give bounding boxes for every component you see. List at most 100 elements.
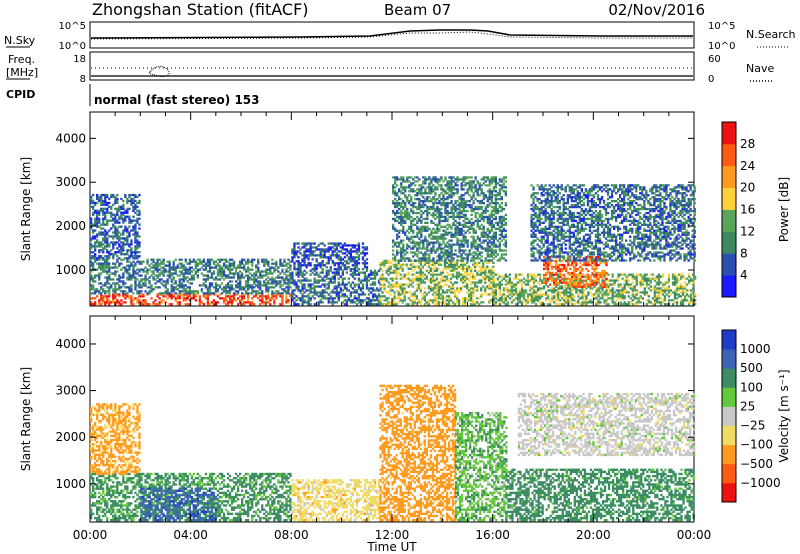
power-cell (124, 243, 127, 246)
power-cell (537, 289, 540, 292)
power-cell (441, 269, 445, 272)
power-cell (422, 176, 425, 179)
power-cell (421, 281, 424, 284)
power-cell (395, 267, 398, 270)
power-cell (486, 227, 489, 230)
power-cell (134, 276, 137, 279)
power-cell (434, 202, 437, 205)
power-cell (420, 247, 423, 250)
power-cell (164, 284, 167, 287)
power-cell (555, 293, 558, 296)
power-cell (410, 251, 413, 254)
power-cell (216, 262, 220, 265)
power-cell (472, 229, 475, 232)
power-cell (230, 284, 234, 287)
power-cell (134, 282, 137, 285)
power-cell (156, 280, 159, 283)
power-cell (454, 231, 457, 234)
power-cell (418, 247, 421, 250)
power-cell (228, 297, 232, 300)
power-cell (124, 215, 127, 218)
power-cell (323, 283, 326, 286)
power-cell (172, 282, 175, 285)
power-cell (451, 275, 455, 278)
power-cell (241, 266, 244, 269)
power-cell (406, 180, 409, 183)
power-cell (237, 264, 240, 267)
power-cell (361, 279, 365, 282)
power-cell (460, 184, 463, 187)
power-cell (408, 217, 411, 221)
power-cell (446, 227, 449, 230)
power-cell (410, 235, 413, 238)
power-cell (494, 245, 497, 248)
power-cell (482, 271, 485, 274)
power-cell (438, 237, 441, 240)
power-cell (400, 198, 403, 201)
power-cell (494, 207, 497, 211)
power-cell (315, 248, 318, 251)
power-cell (466, 188, 469, 191)
power-cell (490, 200, 493, 203)
power-cell (132, 207, 135, 210)
power-cell (122, 229, 125, 232)
power-cell (321, 279, 324, 282)
power-cell (132, 260, 135, 263)
power-cell (573, 295, 576, 298)
power-cell (104, 255, 107, 258)
power-cell (112, 301, 115, 304)
power-cell (484, 277, 487, 280)
power-cell (444, 245, 447, 248)
power-cell (196, 264, 199, 267)
power-cell (480, 188, 483, 191)
power-cell (387, 265, 390, 268)
power-cell (122, 282, 125, 285)
power-cell (357, 256, 361, 259)
power-cell (114, 231, 117, 234)
power-cell (323, 248, 326, 251)
power-cell (321, 297, 324, 300)
power-cell (357, 246, 361, 249)
power-cell (435, 291, 439, 294)
power-cell (508, 293, 512, 296)
power-cell (176, 297, 179, 300)
power-cell (440, 211, 443, 215)
power-cell (443, 291, 447, 294)
power-cell (237, 272, 240, 275)
power-cell (406, 229, 409, 232)
power-cell (106, 211, 109, 214)
power-cell (396, 245, 399, 248)
power-cell (132, 199, 135, 203)
power-cell (124, 237, 127, 240)
power-cell (305, 279, 308, 282)
power-cell (140, 295, 143, 298)
power-cell (402, 211, 405, 215)
power-cell (470, 184, 473, 187)
power-cell (498, 209, 501, 213)
power-cell (228, 288, 232, 291)
power-cell (136, 241, 139, 244)
power-cell (482, 202, 485, 205)
power-cell (182, 288, 185, 291)
power-cell (498, 299, 501, 302)
power-cell (259, 280, 262, 283)
power-cell (423, 295, 426, 298)
power-cell (319, 264, 322, 267)
power-cell (500, 233, 503, 236)
power-cell (291, 277, 294, 280)
power-cell (333, 264, 336, 267)
power-cell (373, 299, 377, 302)
power-cell (581, 297, 584, 300)
power-cell (414, 243, 417, 246)
power-cell (456, 231, 459, 234)
power-cell (134, 199, 137, 203)
power-cell (110, 286, 113, 289)
power-cell (484, 194, 487, 197)
power-cell (335, 262, 338, 265)
power-cell (500, 229, 503, 232)
power-cell (249, 303, 252, 306)
power-cell (206, 288, 210, 291)
power-cell (403, 291, 406, 294)
power-cell (438, 215, 441, 219)
power-cell (429, 263, 433, 266)
